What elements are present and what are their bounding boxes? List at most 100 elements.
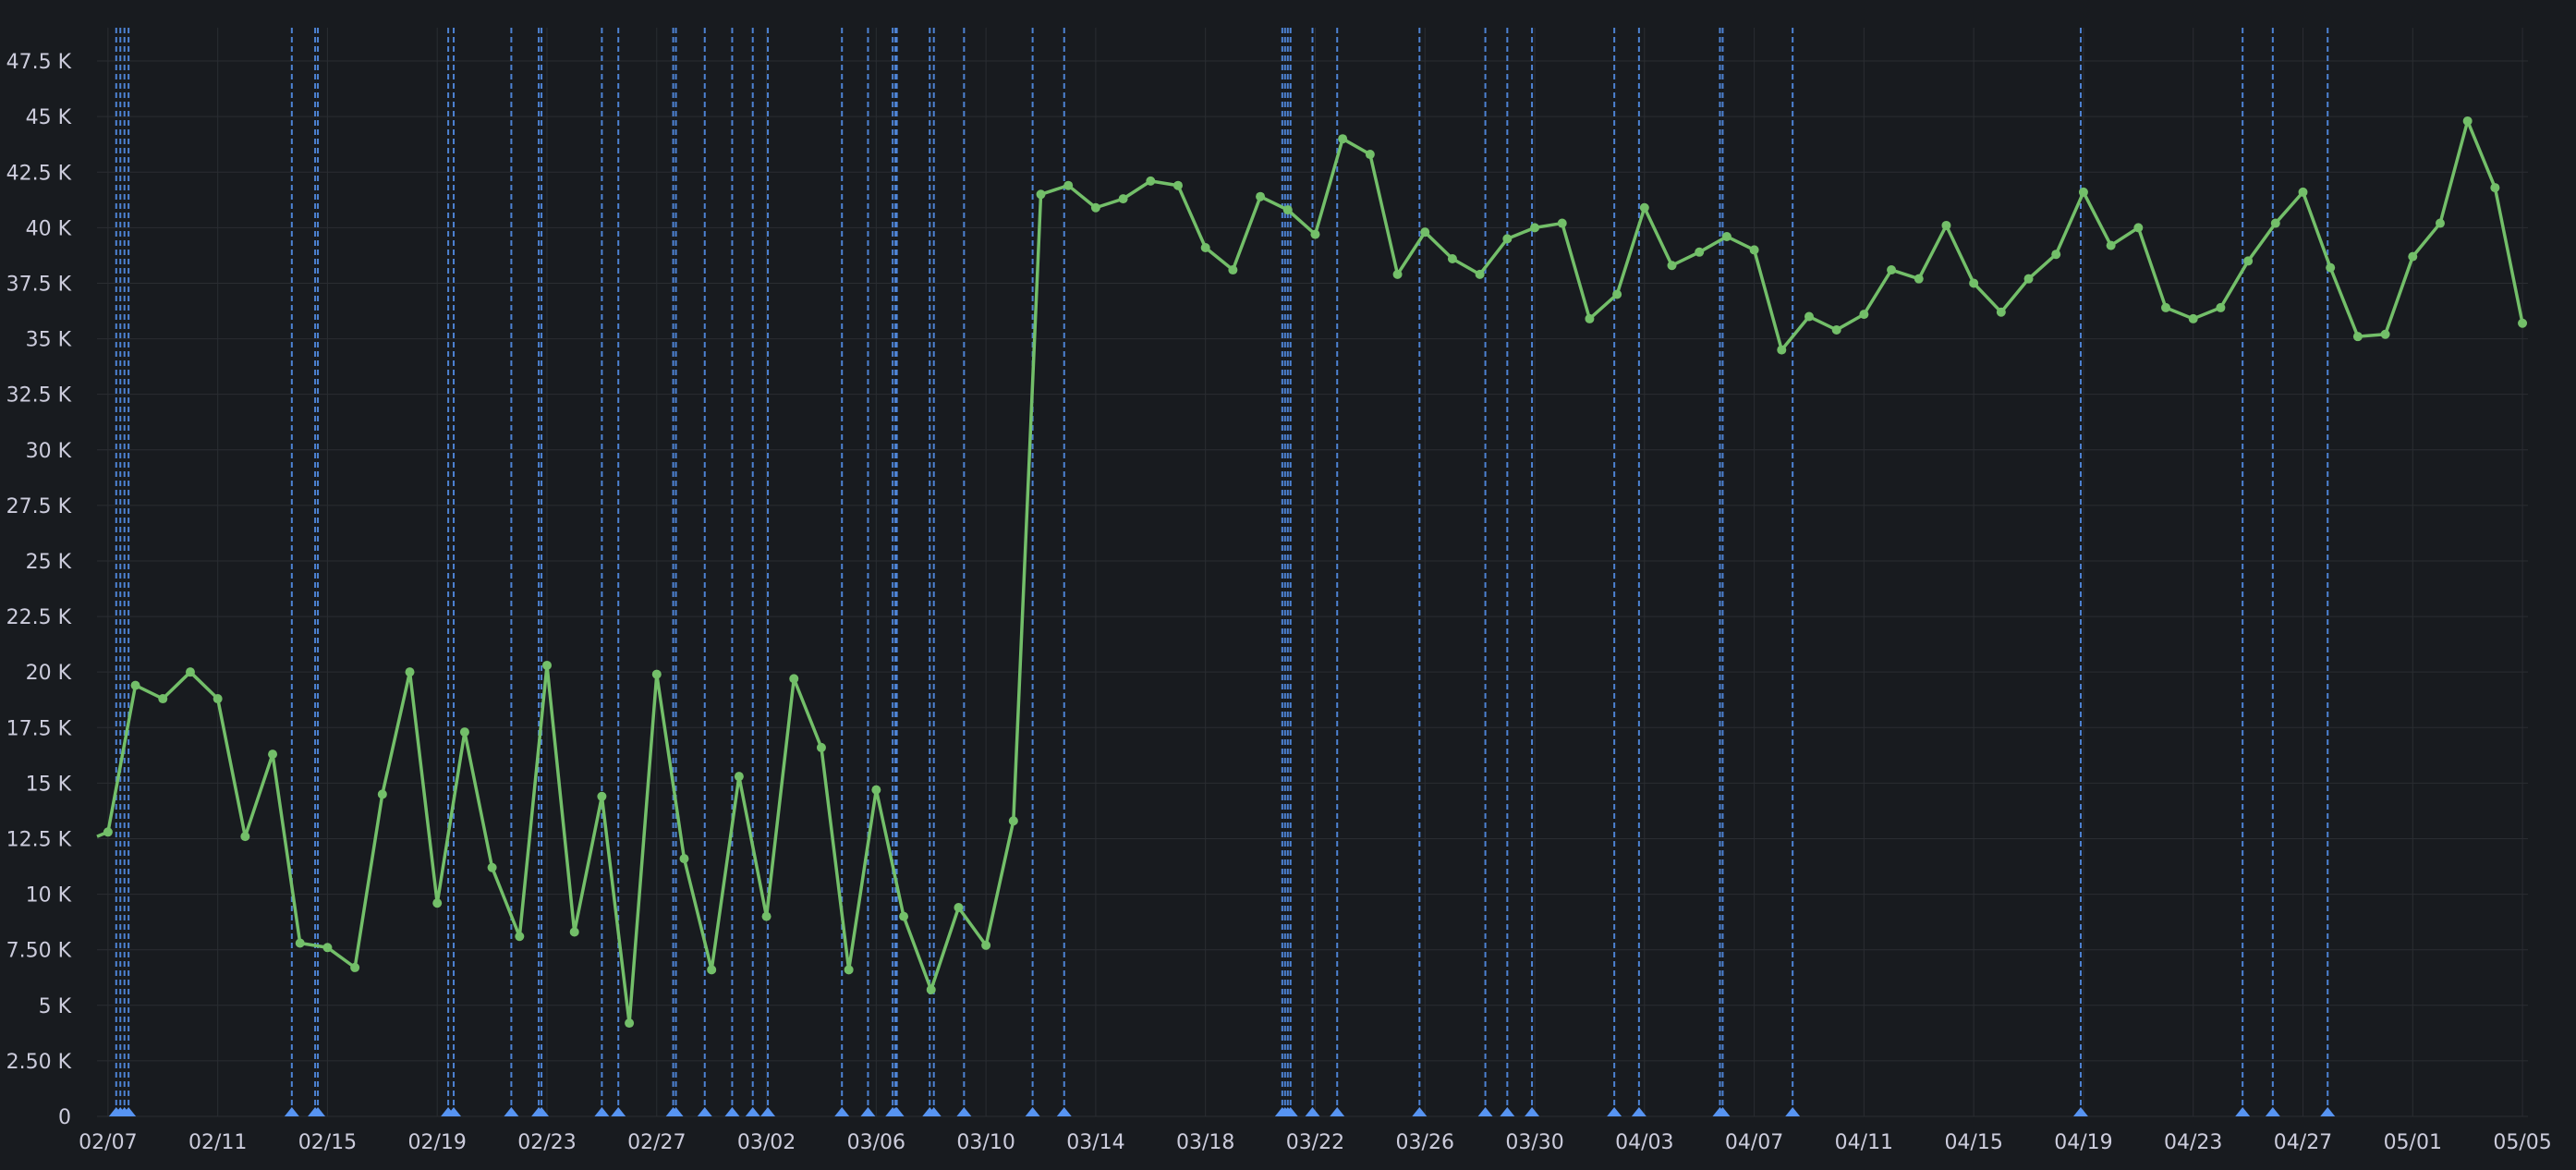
annotation-marker[interactable] <box>1025 1107 1040 1116</box>
data-point[interactable] <box>2216 302 2226 312</box>
data-point[interactable] <box>2133 223 2144 233</box>
data-point[interactable] <box>1146 176 1156 186</box>
annotation-marker[interactable] <box>697 1107 712 1116</box>
data-point[interactable] <box>2270 218 2280 228</box>
data-point[interactable] <box>2298 187 2308 197</box>
data-point[interactable] <box>1530 223 1540 233</box>
annotation-marker[interactable] <box>889 1107 905 1116</box>
data-point[interactable] <box>130 680 140 690</box>
data-point[interactable] <box>871 785 881 795</box>
data-point[interactable] <box>954 903 964 913</box>
annotation-marker[interactable] <box>2072 1107 2088 1116</box>
data-point[interactable] <box>1338 134 1348 144</box>
data-point[interactable] <box>1996 307 2006 317</box>
annotation-marker[interactable] <box>1305 1107 1320 1116</box>
data-point[interactable] <box>926 984 936 994</box>
annotation-marker[interactable] <box>724 1107 740 1116</box>
annotation-marker[interactable] <box>668 1107 684 1116</box>
data-point[interactable] <box>981 940 991 950</box>
data-point[interactable] <box>899 911 909 921</box>
data-point[interactable] <box>2078 187 2088 197</box>
data-point[interactable] <box>2408 251 2418 262</box>
data-point[interactable] <box>1118 194 1128 204</box>
data-point[interactable] <box>1914 274 1924 284</box>
data-point[interactable] <box>707 965 717 975</box>
data-point[interactable] <box>597 791 607 801</box>
data-point[interactable] <box>350 962 360 972</box>
data-point[interactable] <box>2490 183 2500 193</box>
data-point[interactable] <box>158 694 168 704</box>
data-point[interactable] <box>1200 243 1210 253</box>
data-point[interactable] <box>377 789 387 799</box>
annotation-marker[interactable] <box>284 1107 299 1116</box>
annotation-marker[interactable] <box>534 1107 550 1116</box>
data-point[interactable] <box>1502 234 1513 244</box>
data-point[interactable] <box>569 927 579 937</box>
annotation-marker[interactable] <box>2235 1107 2251 1116</box>
data-point[interactable] <box>405 667 415 677</box>
data-point[interactable] <box>844 965 854 975</box>
data-point[interactable] <box>459 727 469 737</box>
data-point[interactable] <box>1228 265 1238 275</box>
data-point[interactable] <box>487 862 497 872</box>
data-point[interactable] <box>2462 116 2473 126</box>
annotation-marker[interactable] <box>834 1107 850 1116</box>
data-point[interactable] <box>185 667 195 677</box>
data-point[interactable] <box>1777 345 1787 355</box>
data-point[interactable] <box>734 772 744 782</box>
data-point[interactable] <box>1008 816 1018 826</box>
data-point[interactable] <box>2380 329 2390 339</box>
data-point[interactable] <box>1475 269 1485 279</box>
annotation-marker[interactable] <box>1525 1107 1540 1116</box>
data-point[interactable] <box>213 694 223 704</box>
data-point[interactable] <box>2243 256 2254 266</box>
data-point[interactable] <box>789 674 799 684</box>
data-point[interactable] <box>2518 318 2528 328</box>
data-point[interactable] <box>1392 269 1403 279</box>
data-point[interactable] <box>1887 265 1897 275</box>
data-point[interactable] <box>1282 205 1293 215</box>
data-point[interactable] <box>1721 231 1732 241</box>
annotation-marker[interactable] <box>446 1107 462 1116</box>
data-point[interactable] <box>679 854 689 864</box>
annotation-marker[interactable] <box>1607 1107 1622 1116</box>
annotation-marker[interactable] <box>760 1107 776 1116</box>
annotation-marker[interactable] <box>1412 1107 1428 1116</box>
annotation-marker[interactable] <box>1631 1107 1646 1116</box>
annotation-marker[interactable] <box>1785 1107 1801 1116</box>
data-point[interactable] <box>1831 324 1841 335</box>
data-point[interactable] <box>432 898 443 908</box>
data-point[interactable] <box>2106 240 2116 250</box>
data-point[interactable] <box>1804 311 1814 322</box>
data-point[interactable] <box>2188 313 2198 323</box>
data-point[interactable] <box>761 911 772 921</box>
data-point[interactable] <box>1420 227 1430 238</box>
annotation-marker[interactable] <box>2265 1107 2280 1116</box>
data-point[interactable] <box>1557 218 1567 228</box>
annotation-marker[interactable] <box>860 1107 876 1116</box>
data-point[interactable] <box>2161 302 2171 312</box>
data-point[interactable] <box>1063 180 1074 190</box>
annotation-marker[interactable] <box>1500 1107 1515 1116</box>
data-point[interactable] <box>2352 332 2363 342</box>
data-point[interactable] <box>1173 180 1183 190</box>
data-point[interactable] <box>1036 189 1046 200</box>
data-point[interactable] <box>268 750 278 760</box>
data-point[interactable] <box>1969 278 1979 288</box>
annotation-marker[interactable] <box>1477 1107 1493 1116</box>
data-point[interactable] <box>515 932 525 942</box>
data-point[interactable] <box>1365 150 1375 160</box>
annotation-marker[interactable] <box>1282 1107 1298 1116</box>
annotation-marker[interactable] <box>310 1107 326 1116</box>
data-point[interactable] <box>1612 289 1622 299</box>
data-point[interactable] <box>1585 313 1595 323</box>
data-point[interactable] <box>651 669 662 679</box>
annotation-marker[interactable] <box>504 1107 519 1116</box>
data-point[interactable] <box>1859 310 1869 320</box>
data-point[interactable] <box>295 938 305 948</box>
data-point[interactable] <box>1090 202 1100 213</box>
data-point[interactable] <box>816 742 826 752</box>
data-point[interactable] <box>2051 250 2061 260</box>
annotation-marker[interactable] <box>956 1107 972 1116</box>
annotation-marker[interactable] <box>1330 1107 1345 1116</box>
